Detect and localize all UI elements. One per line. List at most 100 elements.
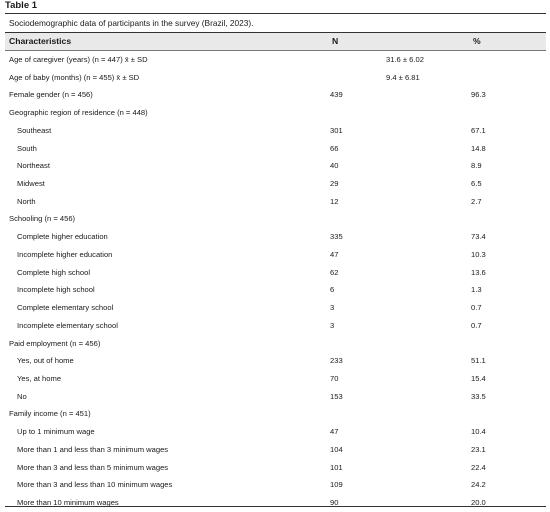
row-percent: 15.4: [471, 373, 486, 383]
row-sublabel: Up to 1 minimum wage: [17, 427, 95, 437]
table-row: Family income (n = 451): [5, 405, 546, 423]
table-row: Complete high school 62 13.6: [5, 264, 546, 282]
row-n: 233: [330, 356, 343, 366]
row-n: 66: [330, 143, 339, 153]
row-n: 335: [330, 232, 343, 242]
row-n: 153: [330, 391, 343, 401]
table-row: Female gender (n = 456) 439 96.3: [5, 86, 546, 104]
table-row: Southeast 301 67.1: [5, 122, 546, 140]
row-percent: 6.5: [471, 179, 482, 189]
row-label: Schooling (n = 456): [9, 214, 76, 224]
header-n: N: [332, 36, 339, 46]
row-percent: 23.1: [471, 444, 486, 454]
table-row: Paid employment (n = 456): [5, 335, 546, 353]
row-sublabel: More than 10 minimum wages: [17, 497, 119, 507]
row-n: 29: [330, 179, 339, 189]
row-n: 6: [330, 285, 335, 295]
row-n: 47: [330, 249, 339, 259]
table-row: Up to 1 minimum wage 47 10.4: [5, 423, 546, 441]
row-sublabel: More than 3 and less than 10 minimum wag…: [17, 480, 173, 490]
row-sublabel: Complete elementary school: [17, 303, 114, 313]
table-row: More than 1 and less than 3 minimum wage…: [5, 441, 546, 459]
row-percent: 14.8: [471, 143, 486, 153]
row-percent: 1.3: [471, 285, 482, 295]
row-percent: 51.1: [471, 356, 486, 366]
top-rule: [5, 13, 546, 14]
table-row: Schooling (n = 456): [5, 210, 546, 228]
header-rule: [5, 32, 546, 33]
row-sublabel: Yes, at home: [17, 373, 62, 383]
row-label: Family income (n = 451): [9, 409, 91, 419]
row-label: Age of caregiver (years) (n = 447) x̄ ± …: [9, 55, 148, 64]
row-n: 3: [330, 320, 335, 330]
table-row: More than 3 and less than 5 minimum wage…: [5, 459, 546, 477]
row-percent: 2.7: [471, 196, 482, 206]
table-row: Complete elementary school 3 0.7: [5, 299, 546, 317]
row-n: 40: [330, 161, 339, 171]
row-n: 109: [330, 480, 343, 490]
row-percent: 33.5: [471, 391, 486, 401]
row-percent: 73.4: [471, 232, 486, 242]
table-row: Age of baby (months) (n = 455) x̄ ± SD 9.…: [5, 69, 546, 87]
row-sublabel: Midwest: [17, 179, 45, 189]
row-sublabel: North: [17, 196, 36, 206]
row-percent: 13.6: [471, 267, 486, 277]
row-n: 90: [330, 497, 339, 507]
row-label: Age of baby (months) (n = 455) x̄ ± SD: [9, 72, 140, 82]
row-sublabel: No: [17, 391, 27, 401]
table-row: No 153 33.5: [5, 388, 546, 406]
row-percent: 96.3: [471, 90, 486, 100]
row-n: 47: [330, 427, 339, 437]
table-row: Northeast 40 8.9: [5, 157, 546, 175]
row-n: 70: [330, 373, 339, 383]
row-percent: 8.9: [471, 161, 482, 171]
row-sublabel: South: [17, 143, 37, 153]
row-percent: 22.4: [471, 462, 486, 472]
row-sublabel: Complete high school: [17, 267, 91, 277]
row-sublabel: Northeast: [17, 161, 50, 171]
table-row: South 66 14.8: [5, 140, 546, 158]
row-mean-sd: 9.4 ± 6.81: [386, 72, 420, 82]
header-characteristics: Characteristics: [9, 36, 72, 46]
table-header: Characteristics N %: [5, 33, 546, 51]
table-row: More than 3 and less than 10 minimum wag…: [5, 476, 546, 494]
row-label: Geographic region of residence (n = 448): [9, 108, 148, 118]
row-percent: 0.7: [471, 320, 482, 330]
row-n: 62: [330, 267, 339, 277]
row-label: Female gender (n = 456): [9, 90, 93, 100]
row-mean-sd: 31.6 ± 6.02: [386, 55, 424, 64]
table-row: Age of caregiver (years) (n = 447) x̄ ± …: [5, 51, 546, 69]
row-n: 104: [330, 444, 343, 454]
header-percent: %: [473, 36, 481, 46]
table-row: North 12 2.7: [5, 193, 546, 211]
row-n: 12: [330, 196, 339, 206]
row-n: 301: [330, 125, 343, 135]
bottom-rule: [5, 506, 546, 507]
table-row: Geographic region of residence (n = 448): [5, 104, 546, 122]
table-row: Yes, at home 70 15.4: [5, 370, 546, 388]
row-sublabel: Yes, out of home: [17, 356, 74, 366]
row-sublabel: Incomplete high school: [17, 285, 95, 295]
row-sublabel: Incomplete elementary school: [17, 320, 118, 330]
table-caption: Sociodemographic data of participants in…: [9, 18, 254, 28]
table-row: Incomplete elementary school 3 0.7: [5, 317, 546, 335]
row-sublabel: Incomplete higher education: [17, 249, 113, 259]
table-row: Yes, out of home 233 51.1: [5, 352, 546, 370]
row-percent: 20.0: [471, 497, 486, 507]
table-body: Age of caregiver (years) (n = 447) x̄ ± …: [5, 51, 546, 512]
table-row: Complete higher education 335 73.4: [5, 228, 546, 246]
row-sublabel: More than 3 and less than 5 minimum wage…: [17, 462, 169, 472]
table-row: More than 10 minimum wages 90 20.0: [5, 494, 546, 512]
row-percent: 10.4: [471, 427, 486, 437]
row-label: Paid employment (n = 456): [9, 338, 101, 348]
row-n: 439: [330, 90, 343, 100]
row-percent: 0.7: [471, 303, 482, 313]
row-n: 101: [330, 462, 343, 472]
row-sublabel: More than 1 and less than 3 minimum wage…: [17, 444, 169, 454]
row-percent: 24.2: [471, 480, 486, 490]
row-percent: 10.3: [471, 249, 486, 259]
row-n: 3: [330, 303, 335, 313]
row-percent: 67.1: [471, 125, 486, 135]
table-row: Midwest 29 6.5: [5, 175, 546, 193]
